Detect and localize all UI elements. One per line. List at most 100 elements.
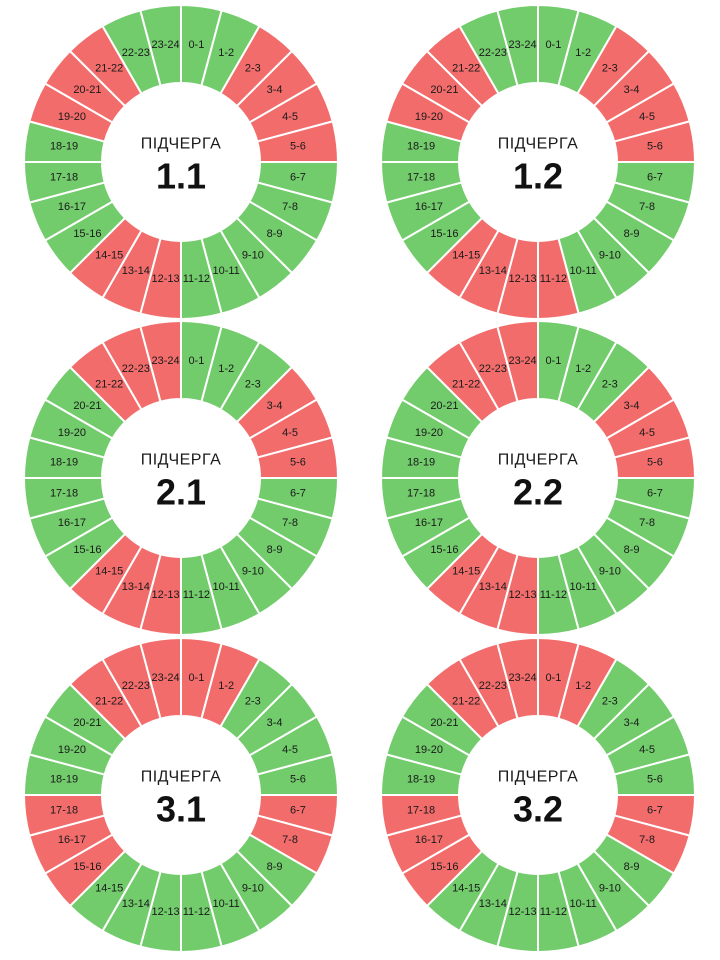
hour-label: 23-24 — [152, 672, 180, 684]
hour-label: 18-19 — [407, 457, 435, 469]
hour-label: 22-23 — [122, 363, 150, 375]
hour-label: 23-24 — [152, 39, 180, 51]
hour-label: 10-11 — [212, 581, 239, 593]
hour-label: 16-17 — [415, 834, 443, 846]
hour-label: 8-9 — [267, 861, 283, 873]
hour-label: 16-17 — [415, 201, 443, 213]
hour-label: 21-22 — [452, 62, 480, 74]
hour-label: 16-17 — [58, 834, 86, 846]
hour-label: 9-10 — [599, 883, 621, 895]
hour-label: 19-20 — [58, 744, 86, 756]
hour-label: 10-11 — [569, 581, 596, 593]
hour-label: 17-18 — [407, 804, 435, 816]
hour-label: 8-9 — [624, 228, 640, 240]
hour-label: 0-1 — [545, 355, 561, 367]
hour-label: 9-10 — [599, 250, 621, 262]
hour-label: 0-1 — [545, 39, 561, 51]
hour-label: 12-13 — [152, 906, 180, 918]
hour-label: 20-21 — [73, 400, 101, 412]
hour-label: 21-22 — [95, 378, 123, 390]
hour-label: 23-24 — [509, 39, 537, 51]
hour-label: 9-10 — [242, 883, 264, 895]
hour-segment-23-24-off — [496, 319, 539, 403]
hour-label: 5-6 — [290, 457, 306, 469]
hour-label: 18-19 — [50, 141, 78, 153]
hour-label: 10-11 — [569, 898, 596, 910]
hour-label: 15-16 — [430, 544, 458, 556]
queue-number: 1.1 — [156, 156, 206, 197]
hour-label: 12-13 — [509, 589, 537, 601]
hour-label: 13-14 — [122, 898, 150, 910]
hour-label: 1-2 — [218, 47, 234, 59]
hour-segment-23-24-off — [496, 636, 539, 720]
hour-label: 11-12 — [540, 906, 567, 918]
queue-caption: ПІДЧЕРГА — [498, 452, 579, 469]
hour-label: 22-23 — [479, 363, 507, 375]
hour-label: 8-9 — [267, 544, 283, 556]
hour-label: 15-16 — [430, 228, 458, 240]
hour-label: 0-1 — [188, 39, 204, 51]
hour-label: 11-12 — [540, 273, 567, 285]
hour-label: 21-22 — [95, 62, 123, 74]
hour-label: 8-9 — [624, 544, 640, 556]
hour-label: 20-21 — [73, 84, 101, 96]
hour-label: 6-7 — [647, 171, 663, 183]
queue-caption: ПІДЧЕРГА — [498, 769, 579, 786]
hour-label: 18-19 — [407, 774, 435, 786]
hour-label: 19-20 — [58, 427, 86, 439]
queue-number: 3.1 — [156, 789, 206, 830]
hour-label: 12-13 — [152, 273, 180, 285]
hour-label: 23-24 — [509, 355, 537, 367]
hour-label: 7-8 — [282, 834, 298, 846]
hour-label: 9-10 — [242, 250, 264, 262]
hour-label: 5-6 — [290, 774, 306, 786]
hour-label: 19-20 — [415, 111, 443, 123]
schedule-wheel-3-1: 0-1 1-2 2-3 3-4 4-5 5-6 6-7 7-8 8-99-1010-1111-1… — [22, 636, 340, 954]
hour-label: 12-13 — [509, 906, 537, 918]
queue-caption: ПІДЧЕРГА — [141, 769, 222, 786]
hour-label: 0-1 — [188, 672, 204, 684]
hour-label: 19-20 — [415, 427, 443, 439]
queue-number: 1.2 — [513, 156, 563, 197]
hour-label: 16-17 — [58, 201, 86, 213]
hour-label: 5-6 — [647, 774, 663, 786]
hour-label: 4-5 — [282, 111, 298, 123]
hour-label: 23-24 — [509, 672, 537, 684]
hour-label: 14-15 — [95, 883, 123, 895]
hour-label: 23-24 — [152, 355, 180, 367]
hour-label: 10-11 — [212, 265, 239, 277]
hour-label: 5-6 — [647, 457, 663, 469]
hour-label: 3-4 — [267, 717, 283, 729]
hour-segment-23-24-off — [139, 319, 182, 403]
hour-label: 2-3 — [602, 378, 618, 390]
hour-label: 17-18 — [50, 487, 78, 499]
queue-number: 2.1 — [156, 472, 206, 513]
hour-segment-23-24-on — [496, 3, 539, 87]
hour-label: 1-2 — [575, 680, 591, 692]
hour-label: 3-4 — [624, 717, 640, 729]
hour-label: 11-12 — [183, 589, 210, 601]
hour-label: 15-16 — [73, 544, 101, 556]
hour-label: 7-8 — [639, 834, 655, 846]
hour-label: 2-3 — [245, 62, 261, 74]
hour-label: 21-22 — [95, 695, 123, 707]
hour-label: 14-15 — [452, 566, 480, 578]
hour-label: 2-3 — [245, 378, 261, 390]
hour-label: 14-15 — [452, 883, 480, 895]
queue-caption: ПІДЧЕРГА — [498, 136, 579, 153]
hour-label: 22-23 — [479, 47, 507, 59]
hour-label: 17-18 — [407, 171, 435, 183]
hour-label: 7-8 — [282, 201, 298, 213]
hour-label: 0-1 — [188, 355, 204, 367]
hour-label: 13-14 — [479, 581, 507, 593]
hour-label: 18-19 — [407, 141, 435, 153]
hour-label: 18-19 — [50, 457, 78, 469]
hour-label: 4-5 — [639, 111, 655, 123]
hour-label: 1-2 — [575, 47, 591, 59]
hour-label: 0-1 — [545, 672, 561, 684]
hour-label: 1-2 — [575, 363, 591, 375]
hour-label: 2-3 — [602, 695, 618, 707]
hour-label: 9-10 — [599, 566, 621, 578]
hour-label: 16-17 — [58, 517, 86, 529]
